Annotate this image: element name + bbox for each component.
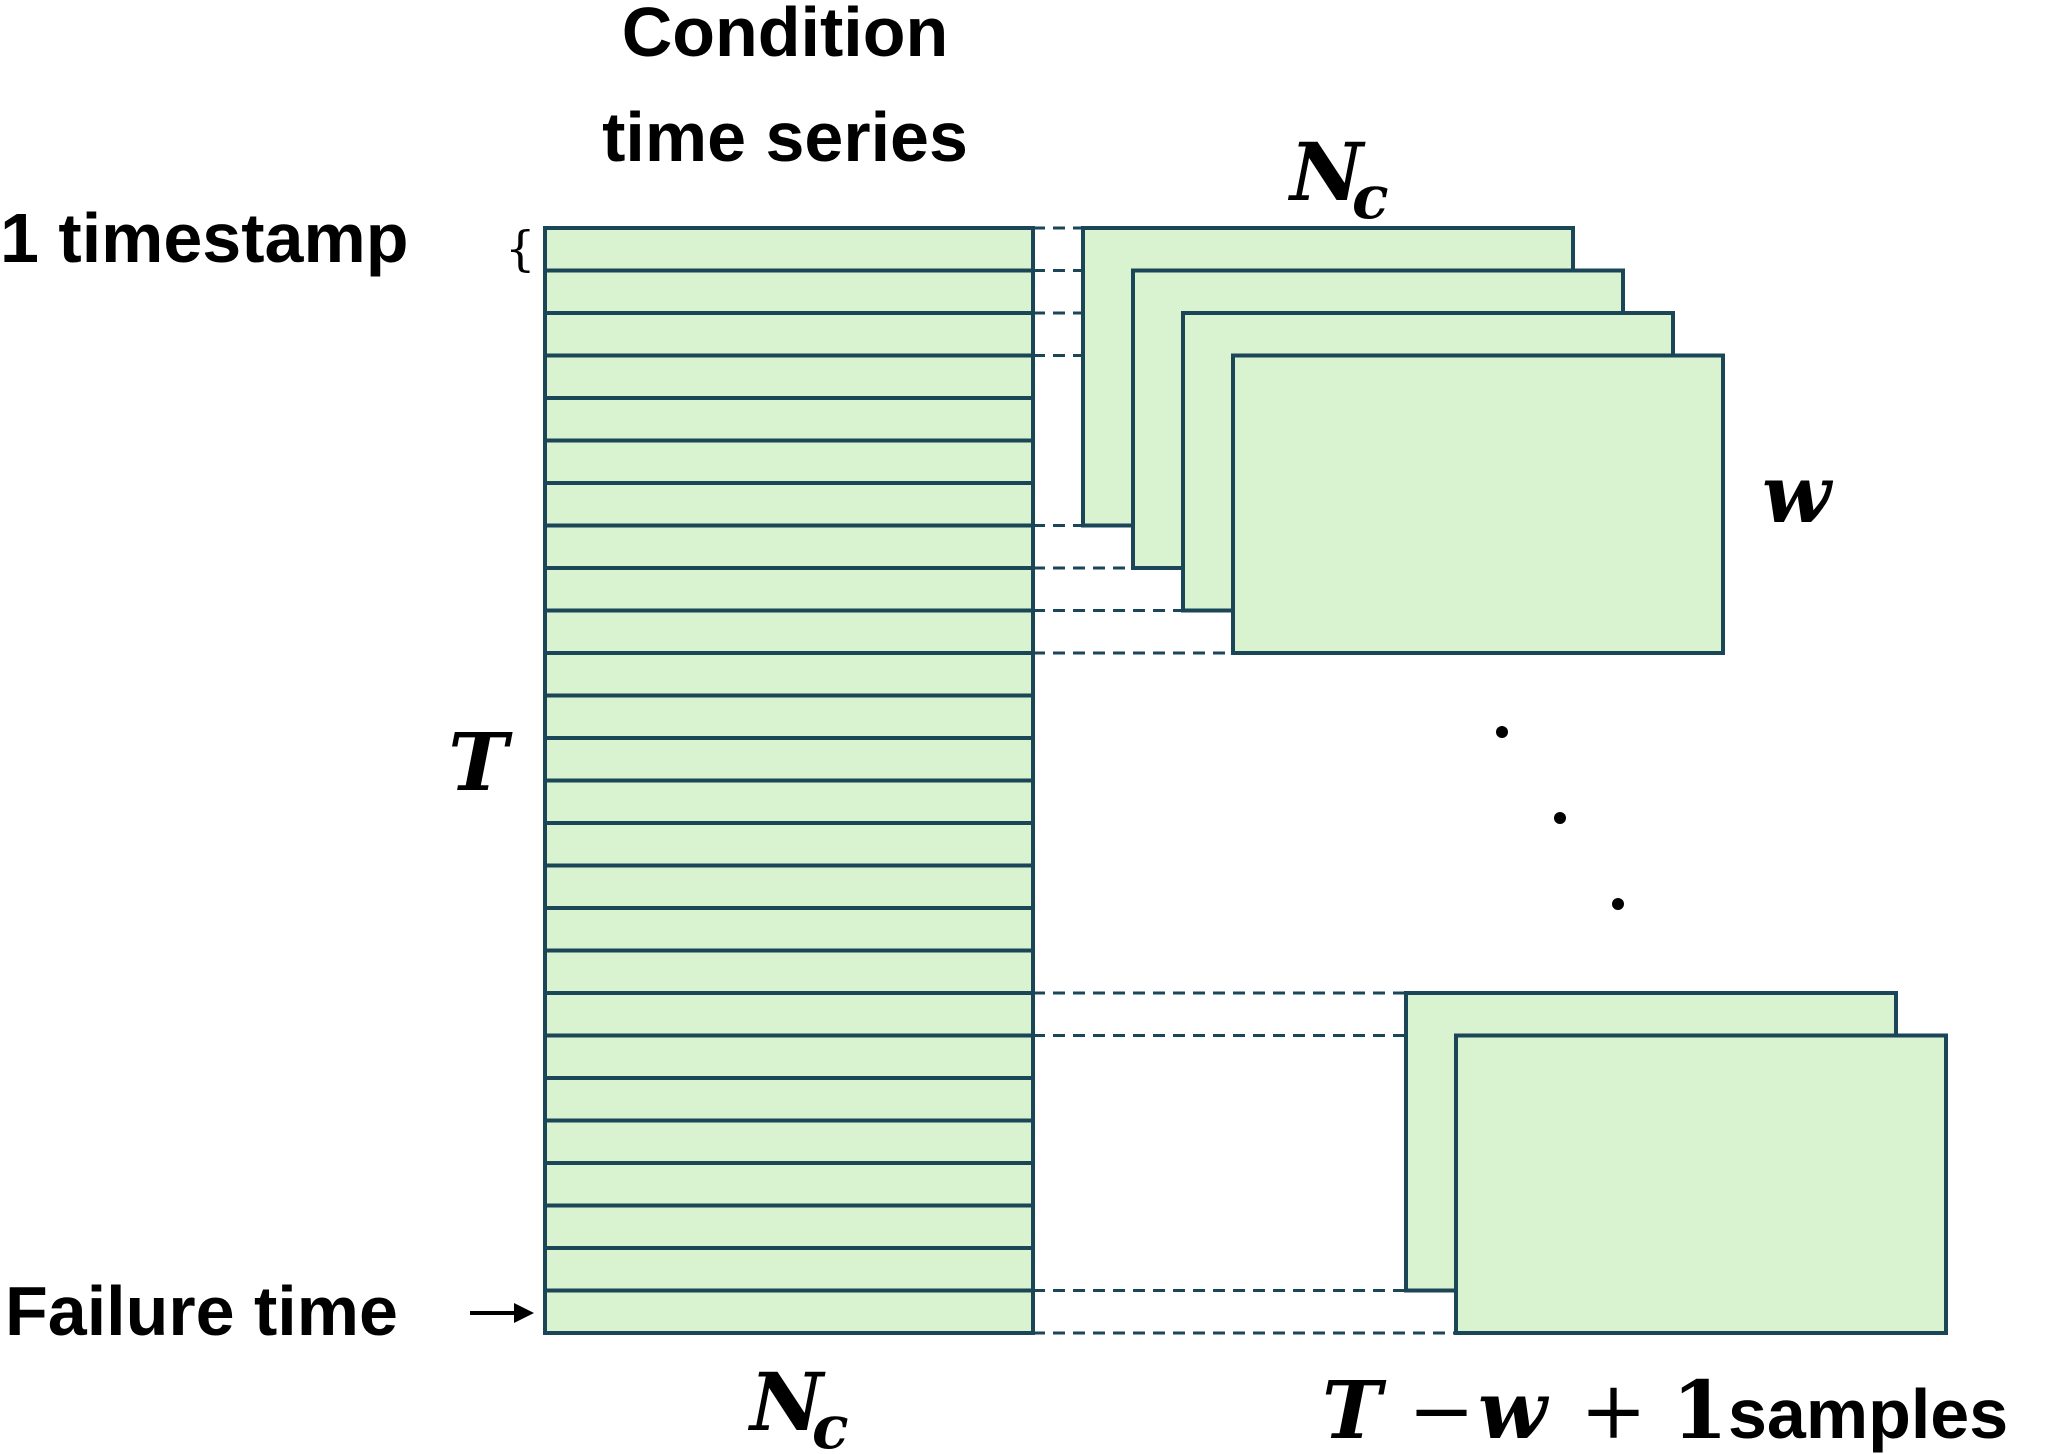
title-line-1: Condition xyxy=(622,0,949,71)
svg-text:N: N xyxy=(1287,125,1366,219)
svg-text:c: c xyxy=(812,1393,849,1454)
w-label: w xyxy=(1762,447,1834,541)
time-series-row xyxy=(543,566,1035,613)
time-series-row xyxy=(543,821,1035,868)
svg-text:w: w xyxy=(1478,1363,1550,1454)
svg-text:+: + xyxy=(1580,1364,1647,1454)
time-series-row xyxy=(543,1033,1035,1080)
time-series-row xyxy=(543,481,1035,528)
time-series-row xyxy=(543,693,1035,740)
svg-text:−: − xyxy=(1408,1364,1475,1454)
Nc-top-label: N c xyxy=(1287,125,1389,233)
window-sample xyxy=(1231,353,1725,655)
time-series-row xyxy=(543,1288,1035,1335)
title-line-2: time series xyxy=(602,98,968,176)
time-series-row xyxy=(543,1076,1035,1123)
svg-text:1: 1 xyxy=(1672,1363,1728,1454)
time-series-row xyxy=(543,778,1035,825)
time-series-row xyxy=(543,353,1035,400)
samples-count-label: T − w + 1 samples xyxy=(1322,1363,2008,1454)
time-series-row xyxy=(543,991,1035,1038)
time-series-row xyxy=(543,863,1035,910)
one-timestamp-label: 1 timestamp xyxy=(0,199,408,277)
failure-time-label: Failure time xyxy=(5,1272,398,1350)
time-series-row xyxy=(543,736,1035,783)
svg-text:samples: samples xyxy=(1728,1375,2008,1453)
time-series-row xyxy=(543,523,1035,570)
failure-time-arrow xyxy=(470,1303,534,1323)
time-series-row xyxy=(543,396,1035,443)
time-series-row xyxy=(543,438,1035,485)
time-series-row xyxy=(543,948,1035,995)
time-series-rows xyxy=(543,226,1035,1335)
time-series-row xyxy=(543,226,1035,273)
time-series-row xyxy=(543,1203,1035,1250)
window-sample xyxy=(1454,1033,1948,1335)
time-series-row xyxy=(543,608,1035,655)
time-series-row xyxy=(543,311,1035,358)
T-label: T xyxy=(448,715,513,809)
time-series-row xyxy=(543,1161,1035,1208)
svg-text:c: c xyxy=(1352,163,1389,233)
ellipsis-dots xyxy=(1496,726,1624,910)
time-series-row xyxy=(543,268,1035,315)
timestamp-brace: { xyxy=(505,221,536,277)
window-samples xyxy=(1081,226,1948,1335)
svg-text:N: N xyxy=(747,1355,826,1449)
time-series-row xyxy=(543,1246,1035,1293)
time-series-row xyxy=(543,1118,1035,1165)
time-series-row xyxy=(543,906,1035,953)
svg-text:T: T xyxy=(1322,1363,1387,1454)
time-series-row xyxy=(543,651,1035,698)
Nc-bottom-label: N c xyxy=(747,1355,849,1454)
